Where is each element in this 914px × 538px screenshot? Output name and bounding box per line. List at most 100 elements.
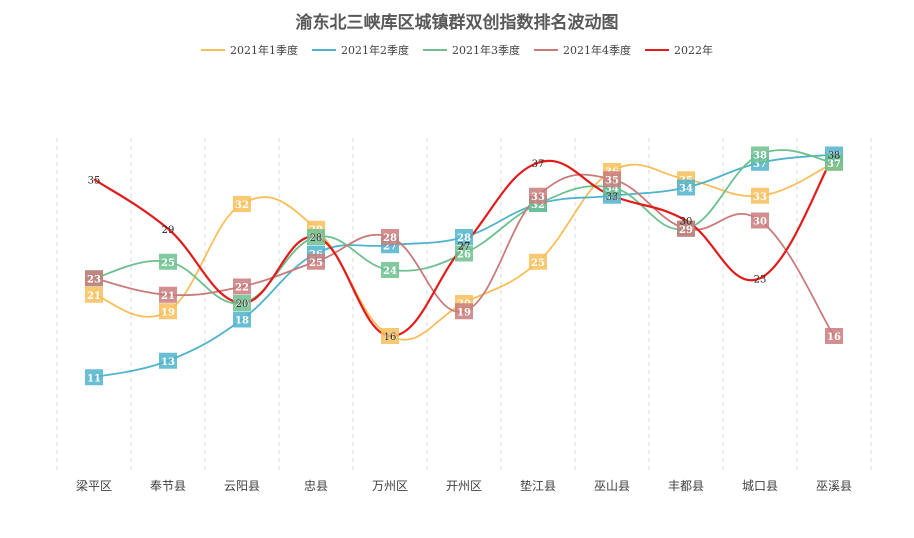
data-label: 11 — [87, 373, 101, 384]
data-label: 37 — [532, 159, 545, 170]
data-label: 23 — [87, 274, 101, 285]
legend-label: 2021年4季度 — [563, 44, 631, 57]
data-label: 16 — [827, 332, 841, 343]
data-marker — [381, 262, 399, 278]
x-tick-label: 垫江县 — [520, 478, 556, 493]
data-label: 37 — [827, 159, 841, 170]
data-label: 33 — [606, 192, 619, 203]
data-marker — [677, 179, 695, 196]
data-marker — [677, 220, 695, 237]
data-label: 30 — [680, 217, 693, 228]
data-label: 28 — [310, 233, 323, 244]
data-label: 25 — [161, 258, 175, 269]
data-marker — [825, 328, 843, 344]
data-label: 25 — [309, 258, 323, 269]
data-label: 28 — [457, 233, 471, 244]
data-marker — [159, 352, 177, 369]
legend-item[interactable]: 2021年4季度 — [534, 42, 631, 58]
data-label: 13 — [161, 357, 175, 368]
data-label: 32 — [531, 200, 545, 211]
data-marker — [233, 278, 251, 295]
data-marker — [751, 146, 769, 163]
data-marker — [85, 369, 103, 386]
data-marker — [529, 187, 547, 204]
data-marker — [233, 295, 251, 311]
legend-label: 2021年3季度 — [452, 44, 520, 57]
legend-item[interactable]: 2022年 — [645, 42, 713, 58]
x-tick-label: 奉节县 — [150, 479, 186, 493]
data-label: 24 — [383, 266, 397, 277]
data-marker — [159, 286, 177, 303]
data-label: 23 — [754, 274, 767, 285]
data-label: 38 — [828, 151, 841, 162]
data-label: 19 — [457, 307, 471, 318]
legend-swatch — [645, 49, 669, 51]
legend-label: 2022年 — [674, 44, 713, 57]
data-marker — [529, 253, 547, 270]
data-marker — [159, 303, 177, 320]
data-marker — [233, 311, 251, 328]
data-label: 25 — [531, 258, 545, 269]
chart-title: 渝东北三峡库区城镇群双创指数排名波动图 — [295, 13, 619, 33]
data-label: 33 — [753, 192, 767, 203]
legend-swatch — [423, 49, 447, 51]
data-label: 21 — [161, 291, 175, 302]
legend-label: 2021年1季度 — [230, 44, 298, 57]
data-label: 30 — [753, 217, 767, 228]
data-marker — [85, 286, 103, 303]
data-label: 37 — [753, 159, 767, 170]
data-label: 34 — [605, 184, 619, 195]
data-label: 27 — [383, 241, 397, 252]
data-marker — [381, 328, 399, 344]
data-marker — [455, 303, 473, 320]
x-tick-label: 丰都县 — [668, 479, 704, 493]
data-label: 28 — [309, 233, 323, 244]
data-marker — [455, 229, 473, 245]
legend-item[interactable]: 2021年1季度 — [201, 42, 298, 58]
legend-swatch — [312, 49, 336, 51]
data-marker — [603, 171, 621, 188]
data-marker — [307, 229, 325, 245]
x-tick-label: 云阳县 — [224, 479, 260, 493]
data-marker — [307, 253, 325, 270]
data-label: 35 — [88, 175, 101, 186]
data-marker — [751, 212, 769, 229]
data-label: 27 — [458, 241, 471, 252]
data-label: 34 — [679, 184, 693, 195]
data-label: 16 — [383, 332, 397, 343]
x-tick-label: 巫山县 — [594, 479, 630, 493]
x-tick-label: 忠县 — [304, 479, 328, 493]
x-tick-label: 巫溪县 — [816, 479, 852, 493]
legend-swatch — [534, 49, 558, 51]
data-label: 16 — [384, 332, 397, 343]
x-tick-label: 城口县 — [742, 479, 778, 493]
data-label: 19 — [161, 307, 175, 318]
data-marker — [85, 270, 103, 287]
data-label: 32 — [235, 200, 249, 211]
x-tick-label: 开州区 — [446, 479, 482, 493]
legend-item[interactable]: 2021年3季度 — [423, 42, 520, 58]
data-label: 35 — [605, 175, 619, 186]
data-label: 33 — [531, 192, 545, 203]
data-label: 26 — [457, 250, 471, 261]
data-label: 38 — [753, 151, 767, 162]
legend-item[interactable]: 2021年2季度 — [312, 42, 409, 58]
legend-label: 2021年2季度 — [341, 44, 409, 57]
data-label: 20 — [235, 299, 249, 310]
data-label: 28 — [383, 233, 397, 244]
data-marker — [751, 187, 769, 204]
data-marker — [159, 253, 177, 270]
data-label: 33 — [605, 192, 619, 203]
legend: 2021年1季度 2021年2季度 2021年3季度 2021年4季度 2022年 — [0, 42, 914, 58]
data-marker — [381, 229, 399, 245]
data-label: 21 — [87, 291, 101, 302]
data-marker — [233, 196, 251, 212]
data-marker — [455, 245, 473, 262]
data-label: 29 — [162, 225, 175, 236]
data-label: 20 — [236, 299, 249, 310]
x-tick-label: 万州区 — [372, 479, 408, 493]
data-label: 22 — [235, 283, 249, 294]
legend-swatch — [201, 49, 225, 51]
